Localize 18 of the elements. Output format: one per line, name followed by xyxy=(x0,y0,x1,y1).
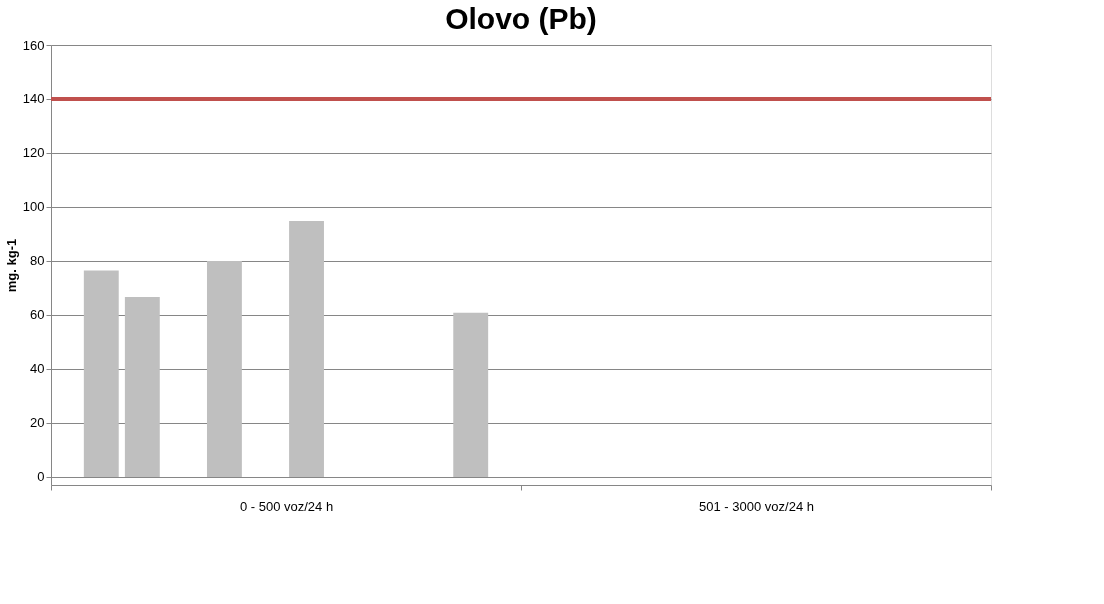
bar xyxy=(83,270,119,477)
y-tick-label: 40 xyxy=(30,361,45,377)
y-tick-label: 100 xyxy=(22,199,45,215)
x-tick-label: 501 - 3000 voz/24 h xyxy=(699,498,814,514)
x-tick-label: 0 - 500 voz/24 h xyxy=(239,498,334,514)
bar xyxy=(124,297,160,477)
y-tick-label: 160 xyxy=(22,37,45,53)
bar xyxy=(206,260,242,477)
y-tick-label: 20 xyxy=(30,415,45,431)
y-tick-label: 60 xyxy=(30,307,45,323)
bar xyxy=(289,221,324,477)
bar xyxy=(453,312,489,477)
y-tick-label: 120 xyxy=(22,145,45,161)
y-axis-title: mg. kg-1 xyxy=(3,238,19,293)
y-tick-label: 140 xyxy=(22,91,45,107)
chart-title: Olovo (Pb) xyxy=(445,2,597,35)
y-tick-label: 80 xyxy=(30,253,45,269)
y-tick-label: 0 xyxy=(37,469,45,485)
